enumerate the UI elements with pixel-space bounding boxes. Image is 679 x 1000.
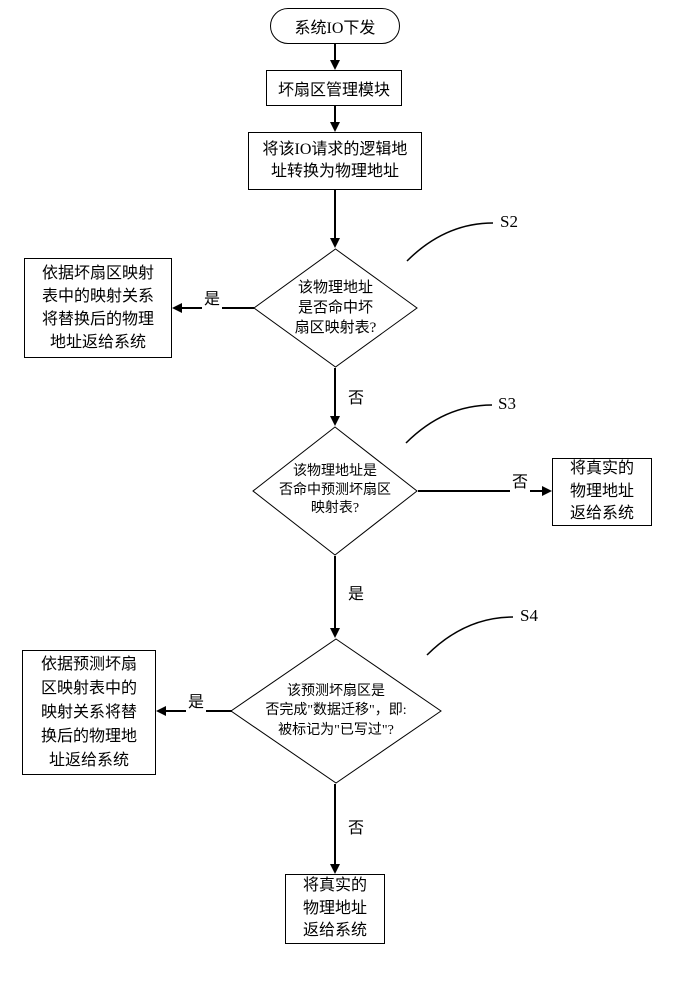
- n2-label: 将该IO请求的逻辑地 址转换为物理地址: [263, 139, 408, 184]
- arrow-head: [156, 706, 166, 716]
- edge-label-no: 否: [346, 384, 366, 408]
- process-bad-sector-module: 坏扇区管理模块: [266, 70, 402, 106]
- arrow-head: [330, 628, 340, 638]
- arrow-head: [330, 122, 340, 132]
- step-curve-s4: [425, 612, 515, 657]
- step-label-s2: S2: [500, 212, 518, 232]
- process-return-real-addr-1: 将真实的 物理地址 返给系统: [552, 458, 652, 526]
- step-label-s3: S3: [498, 394, 516, 414]
- process-convert-address: 将该IO请求的逻辑地 址转换为物理地址: [248, 132, 422, 190]
- arrow-line: [334, 190, 336, 240]
- p-bottom-label: 将真实的 物理地址 返给系统: [303, 875, 367, 942]
- edge-label-no: 否: [510, 468, 530, 492]
- d2-label: 该物理地址是 否命中预测坏扇区 映射表?: [279, 463, 391, 520]
- p-right1-label: 将真实的 物理地址 返给系统: [570, 458, 634, 525]
- edge-label-yes: 是: [186, 688, 206, 712]
- d1-label: 该物理地址 是否命中坏 扇区映射表?: [295, 278, 377, 339]
- arrow-head: [330, 864, 340, 874]
- arrow-line: [334, 556, 336, 630]
- start-label: 系统IO下发: [295, 14, 376, 38]
- edge-label-no: 否: [346, 814, 366, 838]
- start-terminator: 系统IO下发: [270, 8, 400, 44]
- step-curve-s2: [405, 218, 495, 263]
- d3-label: 该预测坏扇区是 否完成"数据迁移"，即: 被标记为"已写过"?: [265, 682, 406, 741]
- edge-label-yes: 是: [202, 285, 222, 309]
- process-return-replaced-addr-2: 依据预测坏扇 区映射表中的 映射关系将替 换后的物理地 址返给系统: [22, 650, 156, 775]
- decision-hit-bad-sector-table: 该物理地址 是否命中坏 扇区映射表?: [253, 248, 418, 368]
- process-return-real-addr-2: 将真实的 物理地址 返给系统: [285, 874, 385, 944]
- arrow-head: [330, 238, 340, 248]
- n1-label: 坏扇区管理模块: [278, 76, 390, 100]
- arrow-line: [334, 784, 336, 866]
- step-label-s4: S4: [520, 606, 538, 626]
- arrow-head: [542, 486, 552, 496]
- p-left2-label: 依据预测坏扇 区映射表中的 映射关系将替 换后的物理地 址返给系统: [41, 653, 137, 773]
- step-curve-s3: [404, 400, 494, 445]
- p-left1-label: 依据坏扇区映射 表中的映射关系 将替换后的物理 地址返给系统: [42, 262, 154, 355]
- process-return-replaced-addr-1: 依据坏扇区映射 表中的映射关系 将替换后的物理 地址返给系统: [24, 258, 172, 358]
- arrow-head: [330, 416, 340, 426]
- edge-label-yes: 是: [346, 580, 366, 604]
- arrow-head: [172, 303, 182, 313]
- decision-hit-predicted-table: 该物理地址是 否命中预测坏扇区 映射表?: [252, 426, 418, 556]
- decision-data-migration-done: 该预测坏扇区是 否完成"数据迁移"，即: 被标记为"已写过"?: [230, 638, 442, 784]
- arrow-line: [334, 368, 336, 418]
- arrow-head: [330, 60, 340, 70]
